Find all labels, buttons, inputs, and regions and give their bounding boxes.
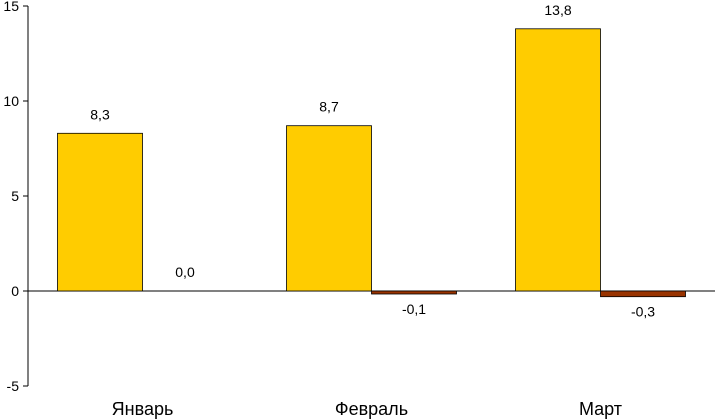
bar	[600, 290, 686, 298]
x-category-label: Март	[579, 399, 622, 419]
bar	[286, 125, 372, 292]
bar	[515, 28, 601, 292]
y-tick-label: -5	[7, 378, 20, 394]
data-label: 8,3	[90, 106, 110, 122]
y-tick-label: 5	[11, 188, 19, 204]
y-tick-label: 10	[3, 93, 19, 109]
x-category-label: Январь	[112, 399, 174, 419]
y-tick-label: 15	[3, 0, 19, 14]
data-label: -0,3	[631, 304, 655, 320]
labels: 8,3 0,0 Январь 8,7 -0,1 Февраль 13,8 -0,3 Март	[90, 2, 655, 419]
bars	[57, 28, 686, 298]
data-label: 0,0	[175, 264, 195, 280]
bar	[57, 132, 143, 292]
data-label: 8,7	[319, 99, 339, 115]
data-label: -0,1	[402, 301, 426, 317]
x-category-label: Февраль	[335, 399, 408, 419]
y-tick-label: 0	[11, 283, 19, 299]
bar	[371, 290, 457, 295]
data-label: 13,8	[544, 2, 571, 18]
